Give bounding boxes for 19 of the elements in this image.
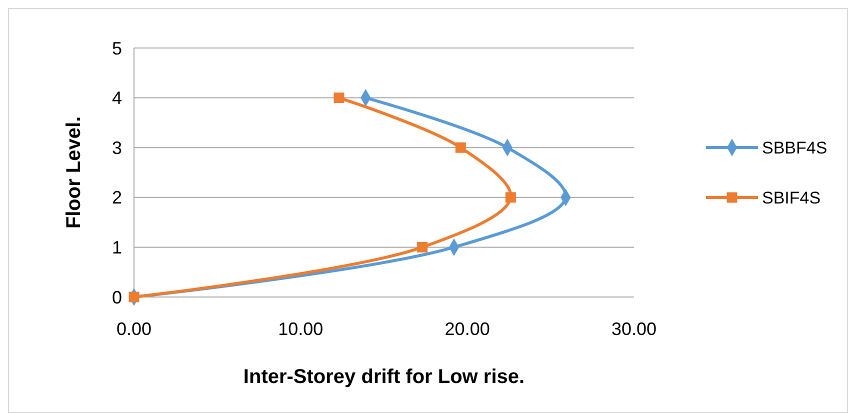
point [334,92,344,104]
x-tick-label: 10.00 [278,319,324,339]
y-axis-title: Floor Level. [63,116,85,229]
y-tick-label: 4 [112,88,122,108]
x-tick-label: 20.00 [444,319,490,339]
point [417,242,428,252]
y-tick-label: 0 [112,287,122,308]
y-tick-label: 3 [112,138,122,158]
x-axis-title: Inter-Storey drift for Low rise. [243,366,525,388]
y-tick-label: 5 [112,38,122,58]
x-tick-label: 30.00 [611,319,657,339]
point [455,142,466,153]
y-tick-label: 1 [112,238,122,258]
legend-label: SBIF4S [762,188,821,208]
point [505,192,516,203]
x-tick-label: 0.00 [116,319,152,339]
legend-label: SBBF4S [762,138,828,158]
point [128,292,140,302]
y-tick-label: 2 [112,188,122,208]
